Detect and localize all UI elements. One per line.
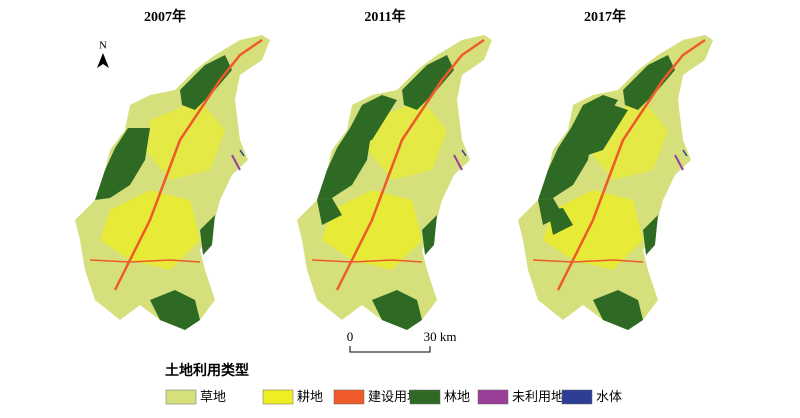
- scale-end: 30 km: [424, 329, 457, 344]
- legend: 草地 耕地 建设用地 林地 未利用地 水体: [165, 389, 622, 405]
- legend-label: 林地: [444, 389, 470, 404]
- legend-swatch: [409, 389, 441, 405]
- map-title: 2007年: [144, 8, 186, 25]
- legend-swatch: [333, 389, 365, 405]
- legend-swatch: [165, 389, 197, 405]
- legend-label: 草地: [200, 389, 226, 404]
- north-label: N: [99, 40, 107, 52]
- legend-label: 建设用地: [368, 389, 420, 404]
- legend-swatch: [561, 389, 593, 405]
- map-title: 2017年: [584, 8, 626, 25]
- map-2017: [516, 33, 715, 332]
- legend-label: 水体: [596, 389, 622, 404]
- legend-swatch: [262, 389, 294, 405]
- map-title: 2011年: [364, 8, 405, 25]
- legend-label: 未利用地: [512, 389, 564, 404]
- legend-swatch: [477, 389, 509, 405]
- north-arrow: N: [97, 40, 109, 68]
- map-2011: [295, 33, 494, 332]
- scale-start: 0: [347, 329, 354, 344]
- scale-bar: 0 30 km: [347, 329, 457, 353]
- legend-label: 耕地: [297, 389, 323, 404]
- legend-title: 土地利用类型: [165, 362, 249, 379]
- map-2007: [73, 33, 272, 332]
